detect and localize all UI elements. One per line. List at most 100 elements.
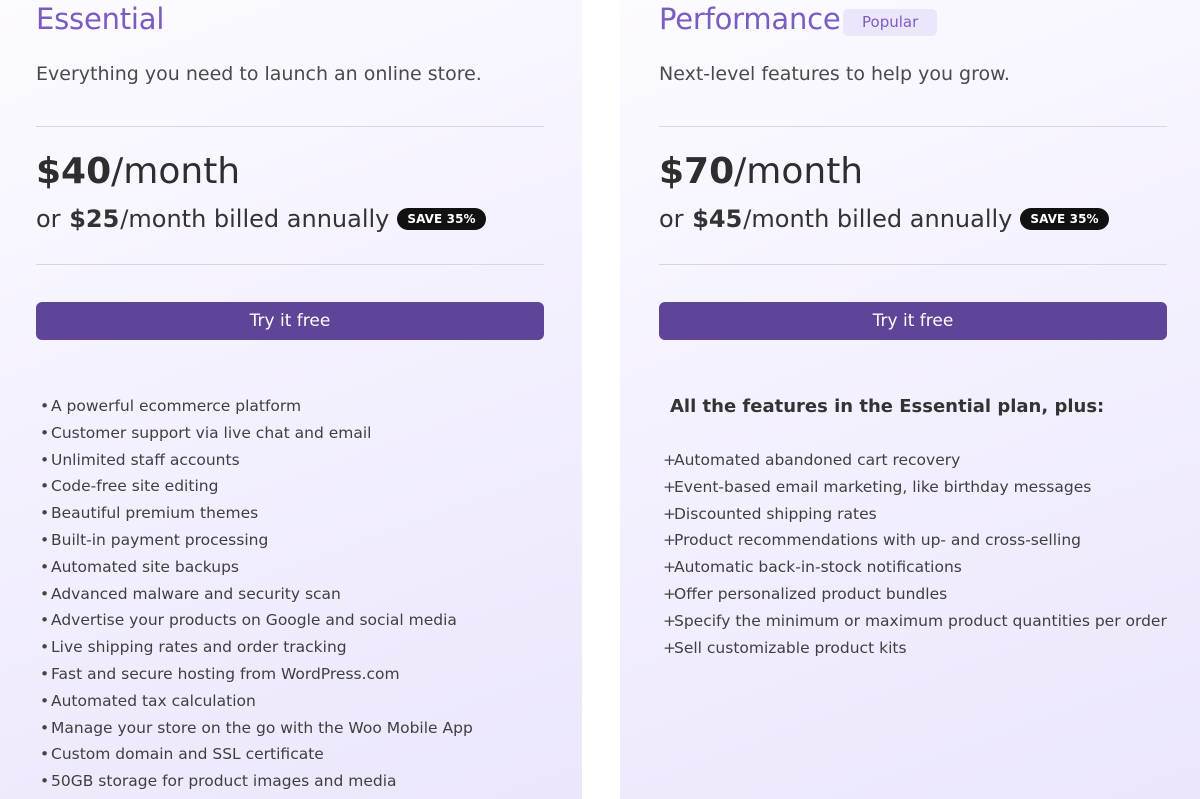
feature-text: Event-based email marketing, like birthd… xyxy=(674,477,1092,496)
monthly-price: $40/month xyxy=(36,151,240,192)
feature-text: Unlimited staff accounts xyxy=(51,450,240,469)
plus-icon: + xyxy=(663,504,676,523)
feature-item: + Event-based email marketing, like birth… xyxy=(663,476,1167,503)
annual-suffix: /month billed annually xyxy=(120,205,390,233)
popular-badge: Popular xyxy=(843,9,938,36)
feature-text: Automated abandoned cart recovery xyxy=(674,451,961,469)
feature-text: Beautiful premium themes xyxy=(51,504,259,523)
annual-amount: $25 xyxy=(69,205,120,233)
feature-item: • Built-in payment processing xyxy=(40,529,473,556)
annual-prefix: or xyxy=(36,205,69,233)
divider xyxy=(36,264,544,265)
feature-item: • Automated site backups xyxy=(40,556,473,583)
feature-text: Sell customizable product kits xyxy=(674,638,907,657)
feature-item: + Offer personalized product bundles xyxy=(663,583,1167,610)
feature-text: Automated tax calculation xyxy=(51,691,256,710)
plus-icon: + xyxy=(663,638,676,657)
feature-item: + Discounted shipping rates xyxy=(663,503,1167,530)
feature-item: • Live shipping rates and order tracking xyxy=(40,636,473,663)
feature-item: • Custom domain and SSL certificate xyxy=(40,743,473,770)
feature-item: • Automated tax calculation xyxy=(40,690,473,717)
bullet-icon: • xyxy=(40,557,50,576)
bullet-icon: • xyxy=(40,691,50,710)
save-badge: SAVE 35% xyxy=(1020,208,1109,230)
bullet-icon: • xyxy=(40,664,50,683)
bullet-icon: • xyxy=(40,611,50,630)
bullet-icon: • xyxy=(40,530,50,549)
feature-item: + Product recommendations with up- and cr… xyxy=(663,529,1167,556)
feature-list: + Automated abandoned cart recovery + Event… xyxy=(663,449,1167,663)
feature-item: • A powerful ecommerce platform xyxy=(40,395,473,422)
plan-card-performance: Performance Popular Next-level features … xyxy=(620,0,1200,799)
feature-text: Automated site backups xyxy=(51,557,239,576)
feature-text: Manage your store on the go with the Woo… xyxy=(51,718,473,737)
plan-title: Performance xyxy=(659,2,841,36)
bullet-icon: • xyxy=(40,772,50,791)
feature-text: Custom domain and SSL certificate xyxy=(51,745,324,764)
feature-text: Live shipping rates and order tracking xyxy=(51,638,347,657)
feature-text: Built-in payment processing xyxy=(51,530,269,549)
plan-tagline: Everything you need to launch an online … xyxy=(36,63,482,85)
divider xyxy=(36,126,544,127)
feature-item: • Advanced malware and security scan xyxy=(40,583,473,610)
bullet-icon: • xyxy=(40,584,50,603)
plan-card-essential: Essential Everything you need to launch … xyxy=(0,0,582,799)
feature-item: • 50GB storage for product images and med… xyxy=(40,770,473,797)
feature-item: + Automatic back-in-stock notifications xyxy=(663,556,1167,583)
feature-item: • Customer support via live chat and emai… xyxy=(40,422,473,449)
feature-item: • Code-free site editing xyxy=(40,475,473,502)
feature-item: • Fast and secure hosting from WordPress.… xyxy=(40,663,473,690)
feature-list: • A powerful ecommerce platform • Customer … xyxy=(40,395,473,797)
annual-price: or $25/month billed annually SAVE 35% xyxy=(36,205,486,233)
plus-icon: + xyxy=(663,451,676,469)
price-period: /month xyxy=(734,151,864,192)
feature-text: Customer support via live chat and email xyxy=(51,423,372,442)
bullet-icon: • xyxy=(40,477,50,496)
try-free-button[interactable]: Try it free xyxy=(659,302,1167,340)
bullet-icon: • xyxy=(40,638,50,657)
feature-text: Automatic back-in-stock notifications xyxy=(674,558,962,577)
plus-icon: + xyxy=(663,477,676,496)
plus-icon: + xyxy=(663,531,676,550)
feature-item: • Beautiful premium themes xyxy=(40,502,473,529)
annual-price: or $45/month billed annually SAVE 35% xyxy=(659,205,1109,233)
bullet-icon: • xyxy=(40,423,50,442)
feature-item: + Specify the minimum or maximum product … xyxy=(663,610,1167,637)
feature-text: Specify the minimum or maximum product q… xyxy=(674,611,1167,630)
price-period: /month xyxy=(111,151,241,192)
save-badge: SAVE 35% xyxy=(397,208,486,230)
divider xyxy=(659,264,1167,265)
bullet-icon: • xyxy=(40,718,50,737)
feature-text: Advanced malware and security scan xyxy=(51,584,341,603)
try-free-button[interactable]: Try it free xyxy=(36,302,544,340)
price-amount: $70 xyxy=(659,151,735,192)
plan-tagline: Next-level features to help you grow. xyxy=(659,63,1010,85)
feature-text: 50GB storage for product images and medi… xyxy=(51,772,397,791)
plan-title: Essential xyxy=(36,2,165,36)
annual-suffix: /month billed annually xyxy=(743,205,1013,233)
plus-icon: + xyxy=(663,558,676,577)
bullet-icon: • xyxy=(40,450,50,469)
divider xyxy=(659,126,1167,127)
feature-text: Offer personalized product bundles xyxy=(674,584,948,603)
feature-text: Discounted shipping rates xyxy=(674,504,877,523)
feature-text: Code-free site editing xyxy=(51,477,219,496)
feature-item: • Manage your store on the go with the Wo… xyxy=(40,717,473,744)
bullet-icon: • xyxy=(40,397,50,415)
feature-text: A powerful ecommerce platform xyxy=(51,397,302,415)
feature-text: Fast and secure hosting from WordPress.c… xyxy=(51,664,400,683)
plus-icon: + xyxy=(663,611,676,630)
feature-text: Product recommendations with up- and cro… xyxy=(674,531,1081,550)
price-amount: $40 xyxy=(36,151,112,192)
annual-prefix: or xyxy=(659,205,692,233)
feature-item: + Automated abandoned cart recovery xyxy=(663,449,1167,476)
bullet-icon: • xyxy=(40,745,50,764)
feature-item: • Unlimited staff accounts xyxy=(40,449,473,476)
annual-amount: $45 xyxy=(692,205,743,233)
bullet-icon: • xyxy=(40,504,50,523)
plus-icon: + xyxy=(663,584,676,603)
feature-item: + Sell customizable product kits xyxy=(663,637,1167,664)
feature-text: Advertise your products on Google and so… xyxy=(51,611,457,630)
features-heading: All the features in the Essential plan, … xyxy=(670,396,1105,417)
